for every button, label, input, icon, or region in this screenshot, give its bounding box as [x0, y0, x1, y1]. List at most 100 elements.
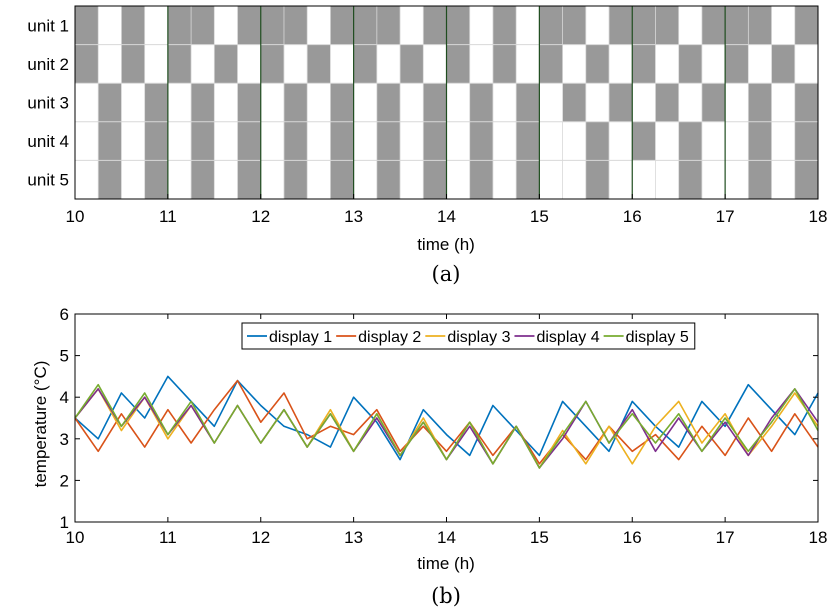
- temperature-x-tick-label: 15: [530, 528, 549, 547]
- schedule-x-ticks: 10 11 12 13 14 15 16 17 18: [66, 194, 827, 226]
- schedule-cell: [353, 160, 377, 199]
- schedule-cell: [516, 160, 540, 199]
- schedule-cell: [585, 83, 610, 122]
- schedule-cell: [330, 6, 354, 45]
- temperature-y-tick-label: 1: [60, 513, 69, 532]
- schedule-cell: [167, 83, 192, 122]
- schedule-cell: [539, 6, 563, 45]
- series-line-display-2: [74, 379, 819, 465]
- schedule-row-label: unit 4: [27, 132, 69, 151]
- series-line-display-1: [74, 375, 819, 461]
- schedule-cell: [75, 6, 99, 45]
- schedule-cell: [353, 44, 377, 84]
- schedule-cell: [330, 121, 354, 161]
- schedule-cell: [794, 160, 818, 199]
- schedule-cell: [283, 160, 308, 199]
- schedule-cell: [307, 121, 331, 161]
- schedule-cell: [562, 83, 586, 122]
- schedule-cell: [701, 6, 726, 45]
- schedule-cell: [307, 44, 331, 84]
- schedule-cell: [585, 160, 610, 199]
- schedule-cell: [794, 44, 818, 84]
- schedule-cell: [400, 6, 424, 45]
- schedule-cell: [794, 83, 818, 122]
- schedule-cell: [121, 160, 145, 199]
- schedule-cell: [423, 121, 447, 161]
- schedule-cell: [446, 121, 470, 161]
- schedule-cell: [75, 160, 99, 199]
- series-line-display-5: [74, 383, 819, 469]
- schedule-cell: [771, 121, 795, 161]
- schedule-cell: [516, 121, 540, 161]
- schedule-cell: [237, 83, 261, 122]
- schedule-cell: [632, 44, 656, 84]
- schedule-cell: [585, 44, 610, 84]
- schedule-x-tick-label: 10: [66, 207, 85, 226]
- schedule-cell: [283, 83, 308, 122]
- schedule-cell: [307, 83, 331, 122]
- temperature-x-tick-label: 10: [66, 528, 85, 547]
- schedule-cell: [655, 44, 679, 84]
- temperature-x-tick-label: 17: [716, 528, 735, 547]
- schedule-cell: [214, 6, 238, 45]
- schedule-cell: [167, 121, 192, 161]
- schedule-cell: [725, 160, 749, 199]
- schedule-cell: [678, 83, 702, 122]
- schedule-cell: [121, 44, 145, 84]
- schedule-cell: [260, 160, 284, 199]
- schedule-cell: [330, 160, 354, 199]
- schedule-cell: [655, 160, 679, 199]
- schedule-cell: [98, 6, 122, 45]
- schedule-cell: [237, 121, 261, 161]
- schedule-cell: [191, 6, 215, 45]
- schedule-cell: [469, 6, 493, 45]
- schedule-cell: [725, 121, 749, 161]
- schedule-cell: [469, 83, 493, 122]
- schedule-cell: [655, 83, 679, 122]
- schedule-cell: [771, 44, 795, 84]
- temperature-x-ticks: 10 11 12 13 14 15 16 17 18: [66, 314, 828, 547]
- schedule-cell: [330, 44, 354, 84]
- series-line-display-4: [74, 388, 819, 469]
- schedule-cells: [75, 6, 818, 199]
- schedule-cell: [423, 6, 447, 45]
- schedule-cell: [376, 44, 401, 84]
- legend-label-display-3: display 3: [447, 329, 510, 346]
- schedule-cell: [144, 121, 168, 161]
- schedule-cell: [167, 160, 192, 199]
- schedule-cell: [562, 121, 586, 161]
- schedule-cell: [539, 83, 563, 122]
- schedule-caption: (a): [432, 262, 461, 286]
- temperature-x-tick-label: 12: [251, 528, 270, 547]
- schedule-cell: [98, 121, 122, 161]
- schedule-cell: [609, 160, 633, 199]
- schedule-cell: [701, 160, 726, 199]
- schedule-cell: [771, 83, 795, 122]
- schedule-cell: [167, 44, 192, 84]
- schedule-x-tick-label: 11: [159, 207, 177, 226]
- schedule-cell: [585, 6, 610, 45]
- schedule-row-label: unit 1: [27, 16, 69, 35]
- schedule-cell: [678, 121, 702, 161]
- schedule-cell: [748, 6, 772, 45]
- schedule-cell: [748, 44, 772, 84]
- schedule-cell: [260, 121, 284, 161]
- schedule-cell: [632, 121, 656, 161]
- schedule-x-tick-label: 17: [716, 207, 735, 226]
- schedule-row-label: unit 3: [27, 94, 69, 113]
- schedule-cell: [353, 121, 377, 161]
- schedule-cell: [516, 6, 540, 45]
- schedule-cell: [539, 44, 563, 84]
- schedule-cell: [214, 121, 238, 161]
- temperature-legend: display 1 display 2 display 3 display 4 disp…: [241, 322, 696, 350]
- schedule-cell: [678, 160, 702, 199]
- temperature-y-tick-label: 6: [60, 305, 69, 324]
- temperature-x-tick-label: 18: [809, 528, 828, 547]
- schedule-cell: [191, 121, 215, 161]
- schedule-row-label: unit 2: [27, 55, 69, 74]
- schedule-cell: [701, 121, 726, 161]
- schedule-cell: [562, 44, 586, 84]
- schedule-cell: [75, 44, 99, 84]
- schedule-cell: [748, 83, 772, 122]
- schedule-cell: [609, 44, 633, 84]
